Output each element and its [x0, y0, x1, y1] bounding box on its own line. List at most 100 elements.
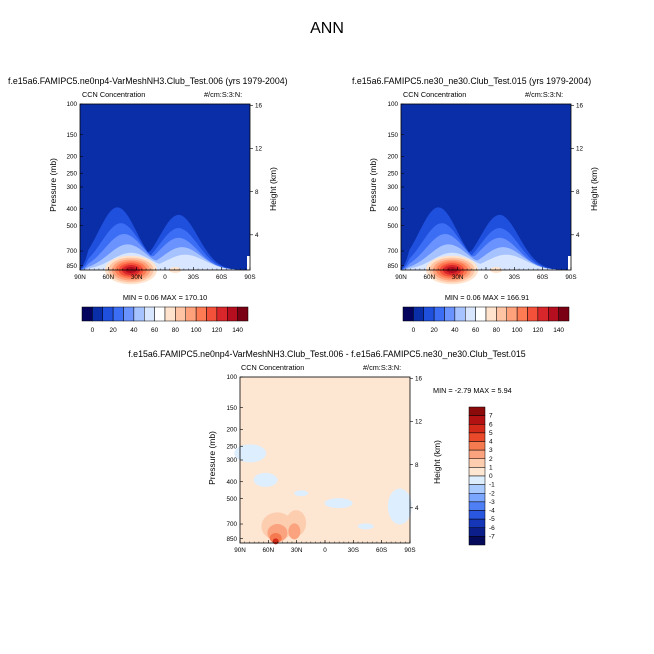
- x-tick-label-30N: 30N: [452, 274, 464, 281]
- colorbar-label-20: 20: [431, 327, 439, 334]
- y2-tick-label-12: 12: [255, 146, 263, 153]
- colorbar-label-0: 0: [412, 327, 416, 334]
- colorbar-label-100: 100: [512, 327, 523, 334]
- y-tick-label-400: 400: [226, 479, 237, 486]
- y-tick-label-850: 850: [387, 263, 398, 270]
- edge-sliver: [568, 256, 571, 270]
- colorbar-swatch-9: [164, 306, 176, 322]
- colorbar-label-60: 60: [472, 327, 480, 334]
- colorbar-label--6: -6: [489, 525, 495, 532]
- x-tick-label-30N: 30N: [291, 547, 303, 554]
- panel-3-plot: 100 150 200 250 300 400 500 700 850 16 12 8 4 90N 60N 3…: [226, 374, 423, 554]
- x-tick-label-0: 0: [163, 274, 167, 281]
- colorbar-swatch-11: [506, 306, 518, 322]
- y2-tick-label-8: 8: [415, 462, 419, 469]
- colorbar-swatch-12: [516, 306, 528, 322]
- y2-tick-label-12: 12: [576, 146, 584, 153]
- colorbar-label-2: 2: [489, 456, 493, 463]
- colorbar-label-7: 7: [489, 413, 493, 420]
- colorbar-swatch-13: [527, 306, 539, 322]
- colorbar-label-0: 0: [489, 473, 493, 480]
- colorbar-label-60: 60: [151, 327, 159, 334]
- panel-2-colorbar: 0 20 40 60 80 100 120 140: [402, 306, 570, 334]
- colorbar-swatch-15: [468, 527, 486, 537]
- panel-3-colorbar: 76 5 43 21 0 -1-2 -3 -4-5 -6-7: [468, 406, 495, 546]
- colorbar-swatch-7: [468, 458, 486, 468]
- x-tick-label-60S: 60S: [537, 274, 548, 281]
- y2-tick-label-8: 8: [576, 189, 580, 196]
- colorbar-label-100: 100: [191, 327, 202, 334]
- colorbar-swatch-2: [468, 415, 486, 425]
- colorbar-swatch-16: [558, 306, 570, 322]
- colorbar-swatch-5: [444, 306, 456, 322]
- y-tick-label-150: 150: [66, 132, 77, 139]
- y-tick-label-100: 100: [226, 374, 237, 381]
- colorbar-swatch-5: [468, 441, 486, 451]
- y-tick-label-200: 200: [387, 154, 398, 161]
- y-tick-label-700: 700: [387, 248, 398, 255]
- negative-patch-5: [294, 490, 309, 497]
- panel-2-plot: 100 150 200 250 300 400 500 700 850 16 12 8 4 90N 60N 3…: [387, 101, 584, 285]
- y-tick-label-100: 100: [66, 101, 77, 108]
- x-tick-label-30S: 30S: [348, 547, 359, 554]
- y-tick-label-150: 150: [226, 405, 237, 412]
- panel-2-min-max: MIN = 0.06 MAX = 166.91: [444, 293, 530, 302]
- panel-1-left-label: CCN Concentration: [82, 90, 146, 99]
- colorbar-swatch-7: [465, 306, 476, 322]
- y2-tick-label-4: 4: [415, 505, 419, 512]
- colorbar-swatch-8: [154, 306, 166, 322]
- x-tick-label-30S: 30S: [509, 274, 520, 281]
- colorbar-swatch-12: [195, 306, 207, 322]
- y-tick-label-150: 150: [387, 132, 398, 139]
- colorbar-label-1: 1: [489, 464, 493, 471]
- colorbar-label--5: -5: [489, 516, 495, 523]
- panel-1-right-label: #/cm:S:3:N:: [204, 90, 243, 99]
- colorbar-swatch-11: [468, 493, 486, 503]
- colorbar-swatch-9: [485, 306, 497, 322]
- colorbar-swatch-16: [468, 536, 486, 546]
- colorbar-swatch-14: [216, 306, 228, 322]
- y-tick-label-700: 700: [226, 521, 237, 528]
- panel-2-right-label: #/cm:S:3:N:: [525, 90, 564, 99]
- colorbar-swatch-12: [468, 501, 486, 511]
- y-tick-label-300: 300: [226, 457, 237, 464]
- colorbar-swatch-10: [496, 306, 507, 322]
- colorbar-label--4: -4: [489, 508, 495, 515]
- colorbar-swatch-10: [468, 484, 486, 494]
- negative-patch-6: [357, 523, 374, 530]
- positive-patch-5: [269, 533, 282, 544]
- colorbar-label--7: -7: [489, 533, 495, 540]
- colorbar-label-3: 3: [489, 447, 493, 454]
- x-tick-label-30S: 30S: [188, 274, 199, 281]
- colorbar-swatch-14: [537, 306, 549, 322]
- colorbar-label-40: 40: [451, 327, 459, 334]
- colorbar-swatch-7: [144, 306, 155, 322]
- x-tick-label-90N: 90N: [234, 547, 246, 554]
- colorbar-swatch-14: [468, 518, 486, 528]
- x-tick-label-90N: 90N: [395, 274, 407, 281]
- y-tick-label-850: 850: [66, 263, 77, 270]
- panel-3-right-label: #/cm:S:3:N:: [363, 363, 402, 372]
- colorbar-swatch-15: [548, 306, 559, 322]
- negative-patch-2: [253, 472, 278, 487]
- colorbar-label--1: -1: [489, 482, 495, 489]
- colorbar-swatch-8: [475, 306, 487, 322]
- y2-tick-label-8: 8: [255, 189, 259, 196]
- panel-1-colorbar: 0 20 40 60 80 100 120 140: [81, 306, 249, 334]
- colorbar-swatch-4: [433, 306, 445, 322]
- colorbar-label-0: 0: [91, 327, 95, 334]
- colorbar-label-20: 20: [110, 327, 118, 334]
- panel-1-min-max: MIN = 0.06 MAX = 170.10: [122, 293, 208, 302]
- x-tick-label-90S: 90S: [244, 274, 255, 281]
- panel-3-min-max: MIN = -2.79 MAX = 5.94: [433, 386, 512, 395]
- colorbar-label-80: 80: [493, 327, 501, 334]
- colorbar-label-40: 40: [130, 327, 138, 334]
- x-tick-label-0: 0: [323, 547, 327, 554]
- colorbar-swatch-3: [468, 424, 486, 434]
- x-tick-label-60S: 60S: [376, 547, 387, 554]
- y2-tick-label-16: 16: [415, 375, 423, 382]
- negative-patch-4: [324, 498, 353, 509]
- colorbar-swatch-9: [468, 475, 486, 485]
- panel-1-plot: 100 150 200 250 300 400 500 700 850 16 12 8 4 90N 60N 3…: [66, 101, 263, 285]
- x-tick-label-60S: 60S: [216, 274, 227, 281]
